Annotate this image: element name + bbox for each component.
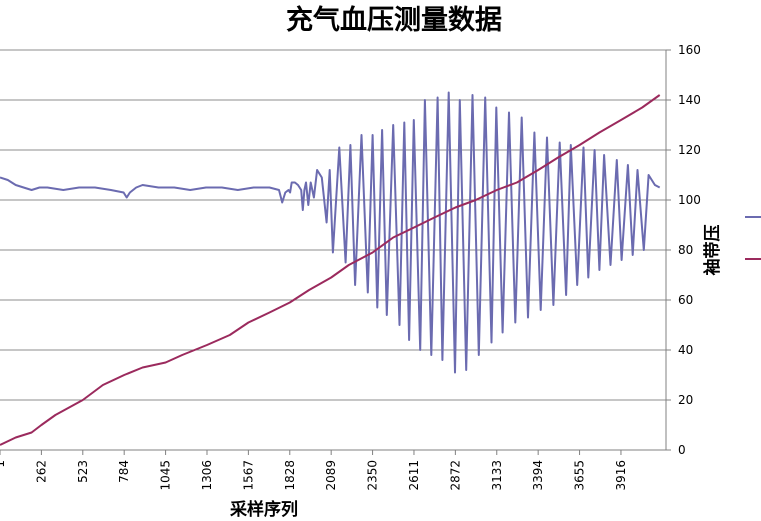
y-tick-label: 40 [678, 343, 693, 357]
x-tick-label: 3916 [614, 460, 628, 491]
chart-title: 充气血压测量数据 [286, 4, 502, 36]
x-tick-label: 1567 [241, 460, 255, 491]
legend [745, 216, 761, 260]
x-tick-label: 523 [76, 460, 90, 483]
y-tick-label: 120 [678, 143, 701, 157]
series-line-1 [0, 91, 661, 374]
x-tick-label: 2089 [324, 460, 338, 491]
x-tick-label: 3133 [490, 460, 504, 491]
series-line-2 [0, 94, 661, 446]
axes [0, 49, 671, 455]
y-tick-label: 20 [678, 393, 693, 407]
x-tick-label: 1 [0, 460, 7, 468]
x-axis-label: 采样序列 [229, 499, 298, 520]
y-tick-label: 140 [678, 93, 701, 107]
y-tick-label: 60 [678, 293, 693, 307]
series-lines [0, 91, 661, 446]
x-tick-label: 2872 [448, 460, 462, 491]
y-axis-label-right: 袖带压 [702, 225, 723, 276]
x-tick-label: 784 [117, 460, 131, 483]
x-tick-label: 1306 [200, 460, 214, 491]
x-tick-labels: 1 262 523 784 1045 1306 1567 1828 2089 2350 2611 28… [0, 460, 628, 491]
x-tick-label: 1828 [283, 460, 297, 491]
gridlines [0, 49, 666, 401]
y-tick-label: 100 [678, 193, 701, 207]
x-tick-label: 262 [34, 460, 48, 483]
y-tick-label: 160 [678, 43, 701, 57]
x-tick-label: 3394 [531, 460, 545, 491]
x-tick-label: 2350 [366, 460, 380, 491]
x-tick-label: 1045 [159, 460, 173, 491]
y-tick-label: 80 [678, 243, 693, 257]
y-tick-label: 0 [678, 443, 686, 457]
x-tick-label: 3655 [573, 460, 587, 491]
y-tick-labels: 0 20 40 60 80 100 120 140 160 [678, 43, 701, 457]
x-tick-label: 2611 [407, 460, 421, 491]
